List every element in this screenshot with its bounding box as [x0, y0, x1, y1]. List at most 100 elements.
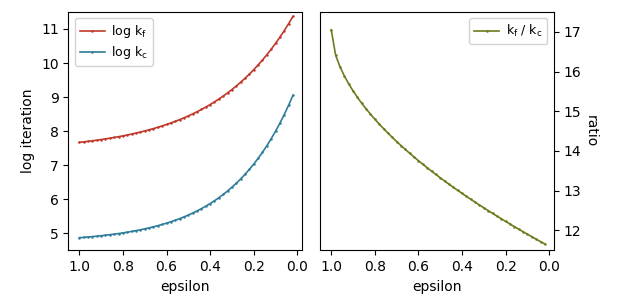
k$_\mathregular{f}$ / k$_\mathregular{c}$: [328, 28, 335, 32]
log k$_\mathregular{f}$: [202, 105, 210, 109]
log k$_\mathregular{c}$: [276, 121, 284, 125]
log k$_\mathregular{f}$: [267, 47, 275, 51]
log k$_\mathregular{c}$: [281, 113, 288, 116]
Line: log k$_\mathregular{f}$: log k$_\mathregular{f}$: [78, 15, 294, 144]
log k$_\mathregular{c}$: [241, 173, 249, 176]
k$_\mathregular{f}$ / k$_\mathregular{c}$: [471, 200, 479, 204]
k$_\mathregular{f}$ / k$_\mathregular{c}$: [463, 195, 470, 198]
k$_\mathregular{f}$ / k$_\mathregular{c}$: [363, 107, 370, 111]
k$_\mathregular{f}$ / k$_\mathregular{c}$: [532, 238, 540, 241]
k$_\mathregular{f}$ / k$_\mathregular{c}$: [389, 136, 396, 139]
log k$_\mathregular{c}$: [141, 227, 149, 231]
log k$_\mathregular{f}$: [185, 114, 192, 118]
log k$_\mathregular{f}$: [254, 63, 262, 67]
log k$_\mathregular{f}$: [141, 129, 149, 133]
k$_\mathregular{f}$ / k$_\mathregular{c}$: [476, 203, 483, 207]
log k$_\mathregular{c}$: [185, 213, 192, 217]
k$_\mathregular{f}$ / k$_\mathregular{c}$: [537, 240, 544, 243]
log k$_\mathregular{c}$: [198, 207, 205, 210]
k$_\mathregular{f}$ / k$_\mathregular{c}$: [493, 214, 501, 218]
log k$_\mathregular{f}$: [215, 97, 223, 101]
log k$_\mathregular{f}$: [167, 121, 175, 125]
k$_\mathregular{f}$ / k$_\mathregular{c}$: [441, 179, 448, 183]
log k$_\mathregular{f}$: [111, 136, 118, 139]
k$_\mathregular{f}$ / k$_\mathregular{c}$: [437, 176, 444, 179]
log k$_\mathregular{c}$: [132, 229, 140, 232]
log k$_\mathregular{f}$: [233, 84, 240, 88]
log k$_\mathregular{f}$: [106, 136, 114, 140]
log k$_\mathregular{f}$: [272, 42, 279, 45]
log k$_\mathregular{f}$: [189, 112, 197, 116]
k$_\mathregular{f}$ / k$_\mathregular{c}$: [528, 235, 536, 238]
k$_\mathregular{f}$ / k$_\mathregular{c}$: [485, 209, 492, 212]
k$_\mathregular{f}$ / k$_\mathregular{c}$: [337, 65, 344, 69]
log k$_\mathregular{c}$: [146, 226, 153, 230]
k$_\mathregular{f}$ / k$_\mathregular{c}$: [432, 173, 440, 176]
log k$_\mathregular{c}$: [76, 236, 83, 240]
k$_\mathregular{f}$ / k$_\mathregular{c}$: [480, 206, 488, 209]
log k$_\mathregular{c}$: [220, 193, 227, 196]
log k$_\mathregular{f}$: [289, 15, 297, 18]
log k$_\mathregular{c}$: [289, 94, 297, 97]
log k$_\mathregular{f}$: [93, 138, 101, 142]
log k$_\mathregular{c}$: [202, 204, 210, 208]
Line: k$_\mathregular{f}$ / k$_\mathregular{c}$: k$_\mathregular{f}$ / k$_\mathregular{c}…: [330, 29, 546, 245]
log k$_\mathregular{c}$: [267, 137, 275, 141]
log k$_\mathregular{f}$: [115, 135, 123, 139]
k$_\mathregular{f}$ / k$_\mathregular{c}$: [458, 192, 466, 195]
Y-axis label: ratio: ratio: [583, 115, 598, 147]
k$_\mathregular{f}$ / k$_\mathregular{c}$: [332, 53, 340, 57]
k$_\mathregular{f}$ / k$_\mathregular{c}$: [445, 182, 453, 186]
k$_\mathregular{f}$ / k$_\mathregular{c}$: [502, 220, 509, 223]
log k$_\mathregular{f}$: [228, 88, 236, 91]
log k$_\mathregular{c}$: [237, 177, 244, 181]
log k$_\mathregular{f}$: [76, 141, 83, 144]
k$_\mathregular{f}$ / k$_\mathregular{c}$: [424, 166, 431, 170]
log k$_\mathregular{f}$: [89, 139, 96, 142]
k$_\mathregular{f}$ / k$_\mathregular{c}$: [428, 169, 435, 173]
k$_\mathregular{f}$ / k$_\mathregular{c}$: [350, 89, 357, 93]
log k$_\mathregular{f}$: [176, 118, 183, 121]
log k$_\mathregular{f}$: [198, 108, 205, 111]
log k$_\mathregular{f}$: [193, 110, 201, 114]
k$_\mathregular{f}$ / k$_\mathregular{c}$: [411, 155, 418, 159]
k$_\mathregular{f}$ / k$_\mathregular{c}$: [415, 159, 422, 162]
k$_\mathregular{f}$ / k$_\mathregular{c}$: [498, 217, 505, 221]
log k$_\mathregular{c}$: [176, 217, 183, 221]
k$_\mathregular{f}$ / k$_\mathregular{c}$: [341, 74, 348, 78]
log k$_\mathregular{c}$: [150, 225, 157, 229]
log k$_\mathregular{c}$: [189, 211, 197, 215]
log k$_\mathregular{c}$: [89, 235, 96, 238]
k$_\mathregular{f}$ / k$_\mathregular{c}$: [397, 144, 405, 147]
log k$_\mathregular{c}$: [250, 162, 258, 166]
log k$_\mathregular{c}$: [172, 218, 179, 222]
log k$_\mathregular{f}$: [102, 137, 109, 141]
log k$_\mathregular{c}$: [228, 185, 236, 189]
log k$_\mathregular{c}$: [137, 228, 144, 232]
X-axis label: epsilon: epsilon: [412, 280, 462, 294]
log k$_\mathregular{c}$: [224, 189, 231, 193]
Y-axis label: log iteration: log iteration: [21, 89, 35, 173]
k$_\mathregular{f}$ / k$_\mathregular{c}$: [489, 212, 496, 215]
log k$_\mathregular{f}$: [119, 134, 127, 138]
log k$_\mathregular{c}$: [180, 215, 188, 219]
k$_\mathregular{f}$ / k$_\mathregular{c}$: [450, 185, 457, 189]
k$_\mathregular{f}$ / k$_\mathregular{c}$: [524, 232, 531, 236]
log k$_\mathregular{f}$: [281, 29, 288, 32]
log k$_\mathregular{f}$: [146, 128, 153, 132]
log k$_\mathregular{f}$: [241, 77, 249, 80]
log k$_\mathregular{c}$: [159, 223, 166, 226]
k$_\mathregular{f}$ / k$_\mathregular{c}$: [506, 222, 514, 226]
k$_\mathregular{f}$ / k$_\mathregular{c}$: [467, 198, 475, 201]
log k$_\mathregular{c}$: [207, 202, 214, 205]
log k$_\mathregular{f}$: [246, 72, 253, 76]
log k$_\mathregular{c}$: [215, 196, 223, 199]
k$_\mathregular{f}$ / k$_\mathregular{c}$: [380, 127, 388, 131]
log k$_\mathregular{c}$: [80, 236, 88, 239]
log k$_\mathregular{f}$: [128, 132, 136, 136]
Legend: log k$_\mathregular{f}$, log k$_\mathregular{c}$: log k$_\mathregular{f}$, log k$_\mathreg…: [75, 18, 152, 66]
k$_\mathregular{f}$ / k$_\mathregular{c}$: [376, 122, 383, 126]
k$_\mathregular{f}$ / k$_\mathregular{c}$: [511, 225, 518, 228]
log k$_\mathregular{c}$: [167, 220, 175, 224]
log k$_\mathregular{c}$: [254, 157, 262, 160]
